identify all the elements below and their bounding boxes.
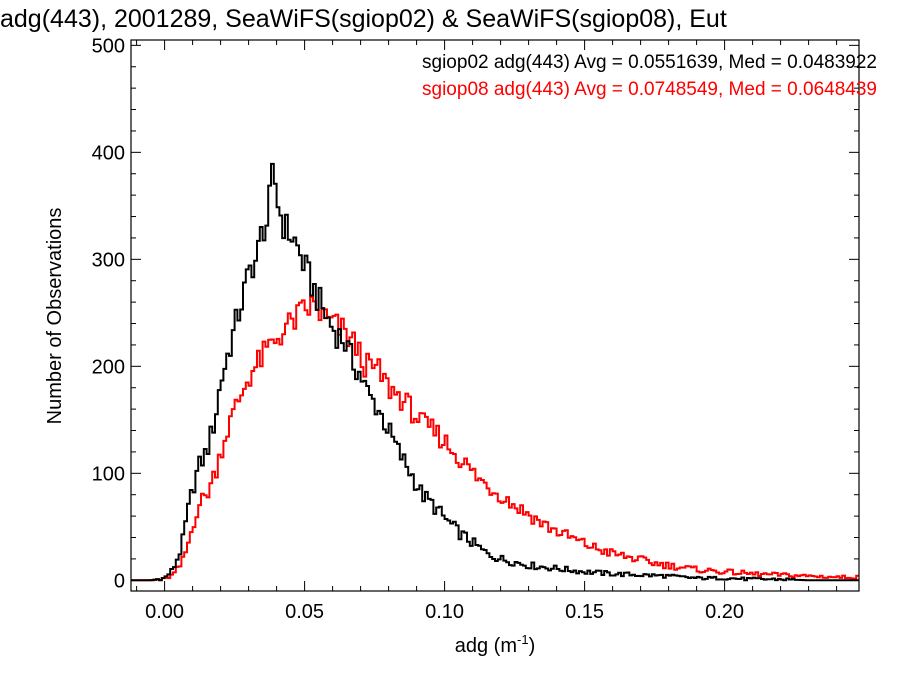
y-tick-label: 500	[92, 35, 125, 57]
x-tick-label: 0.20	[705, 601, 744, 623]
axis-ticks: 0.00 0.05 0.10 0.15 0.20 0 100 200 300 400 500	[92, 35, 859, 623]
x-tick-label: 0.00	[145, 601, 184, 623]
x-tick-label: 0.05	[285, 601, 324, 623]
plot-frame	[130, 39, 860, 592]
y-tick-label: 100	[92, 463, 125, 485]
y-tick-label: 200	[92, 356, 125, 378]
y-axis-label: Number of Observations	[44, 208, 66, 425]
series-sgiop08-line	[131, 295, 859, 582]
legend-sgiop08: sgiop08 adg(443) Avg = 0.0748549, Med = …	[422, 79, 877, 100]
y-tick-label: 0	[114, 570, 125, 592]
y-tick-label: 300	[92, 249, 125, 271]
chart-title: adg(443), 2001289, SeaWiFS(sgiop02) & Se…	[0, 5, 727, 33]
series-sgiop02-line	[131, 162, 859, 582]
legend-sgiop02: sgiop02 adg(443) Avg = 0.0551639, Med = …	[422, 52, 877, 73]
x-tick-label: 0.10	[425, 601, 464, 623]
x-tick-label: 0.15	[565, 601, 604, 623]
y-tick-label: 400	[92, 142, 125, 164]
x-axis-label: adg (m-1)	[455, 632, 535, 657]
